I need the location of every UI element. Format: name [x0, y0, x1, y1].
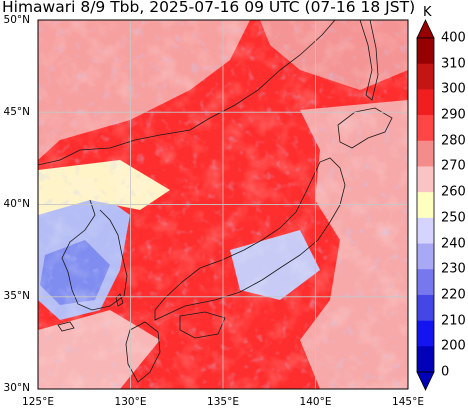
jeju-island [57, 321, 75, 332]
lat-tick-label: 30°N [3, 382, 30, 394]
kyushu-coast [125, 321, 161, 383]
sakhalin-coast [359, 20, 379, 101]
colorbar-min-arrow [416, 371, 435, 391]
asia-coastline [38, 20, 336, 166]
tsushima-island [115, 293, 124, 307]
colorbar-segment [417, 243, 434, 270]
colorbar-segment [417, 89, 434, 116]
colorbar-segment [417, 346, 434, 373]
colorbar-segment [417, 320, 434, 347]
colorbar-tick-label: 260 [441, 184, 466, 200]
colorbar-segment [417, 115, 434, 142]
hokkaido-coast [337, 107, 393, 149]
colorbar-tick-label: 290 [441, 107, 466, 123]
colorbar-tick-label: 210 [441, 313, 466, 329]
colorbar-frame [416, 37, 435, 373]
korean-peninsula-coast [61, 199, 128, 311]
colorbar-segment [417, 269, 434, 296]
colorbar-tick-label: 0 [441, 364, 450, 380]
lat-tick-label: 35°N [3, 290, 30, 302]
colorbar-tick-label: 230 [441, 261, 466, 277]
lat-tick-label: 50°N [3, 14, 30, 26]
lon-tick-label: 125°E [22, 396, 54, 408]
colorbar-tick-label: 250 [441, 210, 466, 226]
lat-tick-label: 40°N [3, 198, 30, 210]
lon-tick-label: 130°E [114, 396, 147, 408]
colorbar-segment [417, 63, 434, 90]
colorbar-max-arrow [416, 19, 435, 39]
coastlines [38, 20, 393, 383]
shikoku-coast [179, 311, 226, 339]
colorbar-segment [417, 217, 434, 244]
lon-tick-label: 145°E [392, 396, 424, 408]
map-title: Himawari 8/9 Tbb, 2025-07-16 09 UTC (07-… [2, 0, 416, 16]
colorbar-tick-label: 300 [441, 81, 466, 97]
honshu-coast [154, 157, 346, 321]
colorbar-tick-label: 400 [441, 30, 466, 46]
map-frame [37, 19, 409, 390]
colorbar-segment [417, 192, 434, 219]
colorbar-tick-label: 280 [441, 133, 466, 149]
colorbar-tick-label: 310 [441, 56, 466, 72]
colorbar-tick-label: 220 [441, 287, 466, 303]
colorbar-tick-label: 200 [441, 338, 466, 354]
colorbar-segment [417, 294, 434, 321]
lon-tick-label: 140°E [299, 396, 332, 408]
colorbar-tick-label: 270 [441, 158, 466, 174]
lat-tick-label: 45°N [3, 106, 30, 118]
colorbar-segment [417, 38, 434, 64]
lat-lon-gridlines [38, 20, 408, 389]
colorbar [416, 19, 435, 391]
colorbar-segment [417, 166, 434, 193]
colorbar-segment [417, 140, 434, 167]
lon-tick-label: 135°E [207, 396, 239, 408]
colorbar-tick-label: 240 [441, 236, 466, 252]
colorbar-unit: K [423, 5, 432, 20]
